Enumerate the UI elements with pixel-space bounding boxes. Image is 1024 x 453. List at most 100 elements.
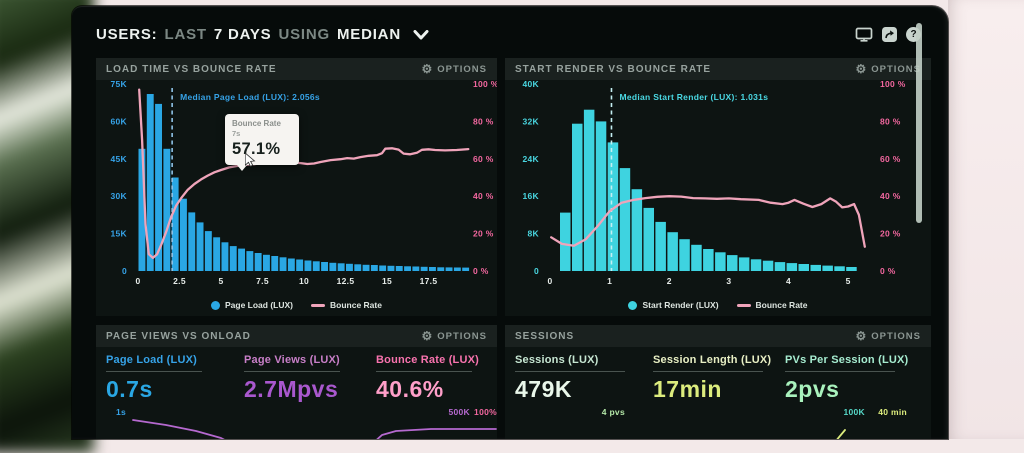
svg-text:7.5: 7.5 <box>256 276 269 286</box>
svg-text:10: 10 <box>299 276 309 286</box>
metric-bounce-rate: Bounce Rate (LUX) 40.6% <box>376 354 487 403</box>
svg-text:3: 3 <box>726 276 731 286</box>
svg-text:0 %: 0 % <box>880 266 896 276</box>
legend-page-load[interactable]: Page Load (LUX) <box>211 300 293 310</box>
legend-bounce-rate[interactable]: Bounce Rate <box>311 300 382 310</box>
header-icon-group: ? <box>855 27 921 42</box>
metric-divider <box>244 371 340 372</box>
dashboard-header: USERS: LAST 7 DAYS USING MEDIAN <box>96 14 921 55</box>
svg-text:75K: 75K <box>111 80 128 89</box>
svg-text:17.5: 17.5 <box>420 276 438 286</box>
svg-text:20 %: 20 % <box>473 229 494 239</box>
svg-text:Median Start Render (LUX): 1.0: Median Start Render (LUX): 1.031s <box>619 92 768 102</box>
panel-title: PAGE VIEWS VS ONLOAD <box>106 330 251 342</box>
title-last-label: LAST <box>164 26 207 43</box>
panel-start-render: START RENDER VS BOUNCE RATE ⚙︎ OPTIONS 4… <box>505 58 931 316</box>
tooltip-value: 57.1% <box>232 140 281 158</box>
svg-text:1s: 1s <box>116 407 126 417</box>
svg-text:5: 5 <box>846 276 851 286</box>
share-icon[interactable] <box>882 27 897 42</box>
metric-value: 17min <box>653 376 722 402</box>
legend-bounce-rate[interactable]: Bounce Rate <box>736 300 808 310</box>
panel-start-render-header: START RENDER VS BOUNCE RATE ⚙︎ OPTIONS <box>505 58 931 80</box>
gear-icon: ⚙︎ <box>421 62 434 76</box>
monitor-icon[interactable] <box>855 27 873 42</box>
panel-title: LOAD TIME VS BOUNCE RATE <box>106 63 277 75</box>
svg-text:80 %: 80 % <box>473 116 494 126</box>
tooltip-bucket: 7s <box>232 129 241 138</box>
svg-text:4: 4 <box>786 276 791 286</box>
page-views-mini-chart-area: 1s 0.8s 500K 100% 400K 80% <box>96 404 497 439</box>
legend-dot-icon <box>211 300 220 310</box>
legend-line-icon <box>736 303 751 307</box>
metric-divider <box>106 371 202 372</box>
svg-text:32K: 32K <box>523 116 540 126</box>
svg-text:2: 2 <box>667 276 672 286</box>
svg-text:40 %: 40 % <box>880 191 901 201</box>
legend-line-icon <box>311 303 326 307</box>
svg-text:1: 1 <box>607 276 612 286</box>
panel-page-views-header: PAGE VIEWS VS ONLOAD ⚙︎ OPTIONS <box>96 325 497 347</box>
metric-label: Page Views (LUX) <box>244 354 340 366</box>
mouse-cursor <box>245 153 256 167</box>
svg-text:5: 5 <box>218 276 223 286</box>
chart-legend: Page Load (LUX) Bounce Rate <box>96 300 497 310</box>
panel-title: START RENDER VS BOUNCE RATE <box>515 63 712 75</box>
metric-label: Sessions (LUX) <box>515 354 599 366</box>
svg-text:40K: 40K <box>523 80 540 89</box>
options-button[interactable]: ⚙︎ OPTIONS <box>421 330 487 342</box>
svg-text:60K: 60K <box>111 116 128 126</box>
chart-legend: Start Render (LUX) Bounce Rate <box>505 300 931 310</box>
start-render-chart[interactable]: 40K 32K 24K 16K 8K 0 100 % 80 % 60 % 40 % 20 % 0 % 0… <box>505 80 931 292</box>
svg-text:0: 0 <box>534 266 539 276</box>
svg-text:80 %: 80 % <box>880 116 901 126</box>
view-selector-dropdown[interactable]: USERS: LAST 7 DAYS USING MEDIAN <box>96 26 429 43</box>
svg-text:40 min: 40 min <box>878 407 907 417</box>
svg-text:60 %: 60 % <box>880 154 901 164</box>
panel-page-views: PAGE VIEWS VS ONLOAD ⚙︎ OPTIONS Page Loa… <box>96 325 497 439</box>
metric-value: 479K <box>515 376 572 402</box>
options-button[interactable]: ⚙︎ OPTIONS <box>855 330 921 342</box>
svg-text:15K: 15K <box>111 229 128 239</box>
title-range-value: 7 DAYS <box>213 26 272 43</box>
gear-icon: ⚙︎ <box>855 62 868 76</box>
load-time-chart[interactable]: 75K 60K 45K 30K 15K 0 100 % 80 % 60 % 40 % 20 % 0 %… <box>96 80 498 292</box>
tooltip-title: Bounce Rate <box>232 119 281 128</box>
options-button[interactable]: ⚙︎ OPTIONS <box>855 63 921 75</box>
svg-text:45K: 45K <box>111 154 128 164</box>
svg-text:30K: 30K <box>111 191 128 201</box>
legend-label: Bounce Rate <box>330 300 382 310</box>
svg-text:100%: 100% <box>474 407 497 417</box>
panel-sessions: SESSIONS ⚙︎ OPTIONS Sessions (LUX) 479K … <box>505 325 931 439</box>
scrollbar-thumb[interactable] <box>916 23 922 223</box>
metric-value: 2.7Mpvs <box>244 376 339 402</box>
svg-text:0: 0 <box>135 276 140 286</box>
panel-sessions-header: SESSIONS ⚙︎ OPTIONS <box>505 325 931 347</box>
svg-text:0: 0 <box>547 276 552 286</box>
title-using-label: USING <box>278 26 330 43</box>
svg-text:15: 15 <box>382 276 392 286</box>
svg-text:Median Page Load (LUX): 2.056s: Median Page Load (LUX): 2.056s <box>180 92 320 102</box>
metric-pvs-per-session: PVs Per Session (LUX) 2pvs <box>785 354 921 403</box>
svg-text:0: 0 <box>122 266 127 276</box>
legend-label: Start Render (LUX) <box>642 300 719 310</box>
svg-text:16K: 16K <box>523 191 540 201</box>
options-label: OPTIONS <box>871 63 921 75</box>
legend-label: Bounce Rate <box>755 300 808 310</box>
title-users-label: USERS: <box>96 26 158 43</box>
options-button[interactable]: ⚙︎ OPTIONS <box>421 63 487 75</box>
metric-value: 40.6% <box>376 376 444 402</box>
title-metric-value: MEDIAN <box>336 26 401 43</box>
panel-title: SESSIONS <box>515 330 575 342</box>
chevron-down-icon <box>413 29 429 39</box>
chart-tooltip: Bounce Rate 7s 57.1% <box>225 114 299 171</box>
svg-text:2.5: 2.5 <box>173 276 186 286</box>
svg-text:40 %: 40 % <box>473 191 494 201</box>
legend-start-render[interactable]: Start Render (LUX) <box>628 300 719 310</box>
panel-load-time: LOAD TIME VS BOUNCE RATE ⚙︎ OPTIONS 75K 6… <box>96 58 497 316</box>
metric-value: 0.7s <box>106 376 153 402</box>
metric-page-load: Page Load (LUX) 0.7s <box>106 354 244 403</box>
panel-load-time-header: LOAD TIME VS BOUNCE RATE ⚙︎ OPTIONS <box>96 58 497 80</box>
